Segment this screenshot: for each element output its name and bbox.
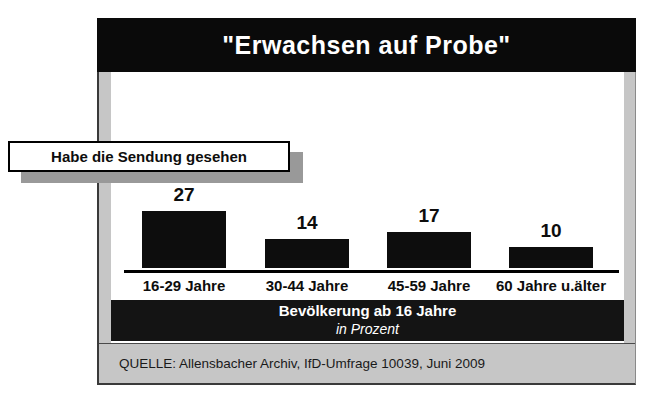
bar-value-label: 10: [509, 220, 593, 242]
bar: [265, 239, 349, 268]
bar-value-label: 17: [387, 205, 471, 227]
bar: [142, 211, 226, 268]
source-text: QUELLE: Allensbacher Archiv, IfD-Umfrage…: [119, 356, 485, 371]
callout-label: Habe die Sendung gesehen: [51, 148, 247, 165]
bar-value-label: 27: [142, 184, 226, 206]
plot-area: 27 16-29 Jahre 14 30-44 Jahre 17 45-59 Jahre 1…: [111, 72, 624, 343]
population-band: Bevölkerung ab 16 Jahre in Prozent: [111, 300, 624, 341]
population-note: Bevölkerung ab 16 Jahre: [279, 302, 457, 321]
bar-category-label: 45-59 Jahre: [367, 277, 491, 294]
chart-slide: "Erwachsen auf Probe" 27 16-29 Jahre 14 30-…: [97, 18, 636, 385]
bar-category-label: 30-44 Jahre: [245, 277, 369, 294]
title-bar: "Erwachsen auf Probe": [97, 18, 636, 72]
bar: [509, 247, 593, 268]
chart-title: "Erwachsen auf Probe": [222, 31, 510, 60]
source-bar: QUELLE: Allensbacher Archiv, IfD-Umfrage…: [99, 343, 635, 383]
bar: [387, 232, 471, 268]
callout-box: Habe die Sendung gesehen: [8, 141, 290, 172]
unit-note: in Prozent: [336, 321, 399, 339]
bar-category-label: 60 Jahre u.älter: [489, 277, 613, 294]
x-axis-line: [124, 270, 619, 273]
bar-category-label: 16-29 Jahre: [122, 277, 246, 294]
bar-value-label: 14: [265, 212, 349, 234]
